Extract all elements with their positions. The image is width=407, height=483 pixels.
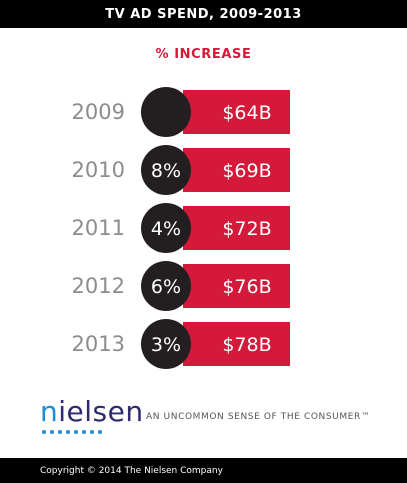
year-label: 2012 (72, 274, 125, 298)
value-label: $72B (222, 218, 271, 240)
pct-increase-label: 8% (151, 160, 181, 182)
increase-circle (141, 319, 191, 369)
chart-title: TV AD SPEND, 2009-2013 (0, 0, 407, 28)
value-label: $76B (222, 276, 271, 298)
pct-increase-label: 6% (151, 276, 181, 298)
brand-tagline: AN UNCOMMON SENSE OF THE CONSUMER™ (146, 412, 371, 422)
nielsen-logo-initial: n (40, 395, 59, 428)
chart-rows: 2009 $64B 2010 8% $69B 2011 4% $72B 2012 6% $76B 20… (72, 87, 290, 369)
value-label: $78B (222, 334, 271, 356)
pct-increase-label: 4% (151, 218, 181, 240)
chart-subtitle: % INCREASE (155, 47, 252, 62)
bar (183, 90, 290, 134)
increase-circle (141, 203, 191, 253)
increase-circle (141, 261, 191, 311)
year-label: 2013 (72, 332, 125, 356)
nielsen-logo: nielsen (40, 395, 144, 428)
bar (183, 148, 290, 192)
year-label: 2010 (72, 158, 125, 182)
chart: 2009 $64B 2010 8% $69B 2011 4% $72B 2012 6% $76B 20… (72, 87, 290, 369)
value-label: $64B (222, 102, 271, 124)
year-label: 2009 (72, 100, 125, 124)
nielsen-logo-rest: ielsen (58, 395, 144, 428)
increase-circle (141, 145, 191, 195)
bar (183, 322, 290, 366)
bar (183, 264, 290, 308)
nielsen-logo-dots (42, 430, 102, 434)
pct-increase-label: 3% (151, 334, 181, 356)
year-label: 2011 (72, 216, 125, 240)
increase-circle (141, 87, 191, 137)
bar (183, 206, 290, 250)
value-label: $69B (222, 160, 271, 182)
copyright-footer: Copyright © 2014 The Nielsen Company (0, 458, 407, 483)
